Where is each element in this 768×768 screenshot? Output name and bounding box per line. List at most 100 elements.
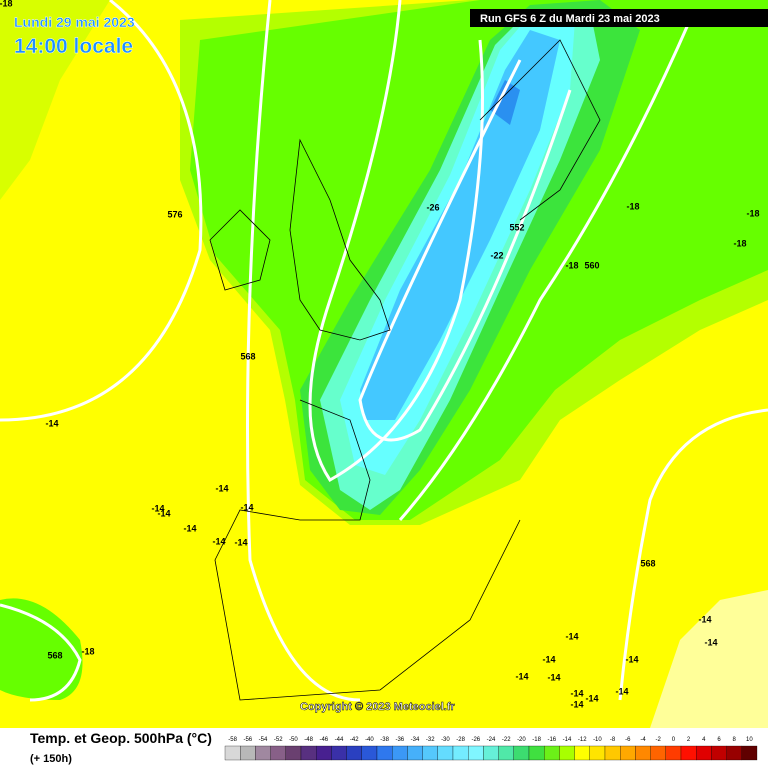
scale-label: -24 — [487, 737, 496, 743]
scale-swatch — [240, 745, 256, 761]
scale-label: -18 — [532, 737, 541, 743]
contour-label: -14 — [542, 654, 555, 664]
scale-swatch — [376, 745, 393, 761]
coastline — [289, 138, 391, 341]
scale-swatch — [696, 745, 712, 761]
contour-label: -14 — [704, 637, 717, 647]
scale-swatch — [604, 745, 621, 761]
contour-line — [0, 603, 82, 702]
contour-line — [0, 0, 203, 422]
contour-line — [246, 0, 361, 702]
field-band — [490, 80, 520, 125]
scale-swatch — [513, 745, 530, 761]
field-band — [650, 590, 768, 728]
scale-label: -2 — [656, 737, 662, 743]
scale-label: 6 — [717, 737, 721, 743]
contour-label: -18 — [733, 238, 746, 248]
scale-label: -54 — [259, 737, 268, 743]
contour-label: -14 — [234, 537, 247, 547]
scale-swatch — [437, 745, 454, 761]
contour-label: 568 — [640, 558, 655, 568]
contour-label: -14 — [515, 671, 528, 681]
scale-swatch — [711, 745, 727, 761]
contour-label: -14 — [615, 686, 628, 696]
coastline — [209, 209, 271, 291]
contours — [0, 0, 768, 702]
scale-label: -36 — [395, 737, 404, 743]
scale-swatch — [392, 745, 408, 761]
contour-label: -26 — [426, 202, 439, 212]
contour-label: -14 — [565, 631, 578, 641]
scale-label: -38 — [380, 737, 389, 743]
contour-line — [398, 19, 692, 521]
scale-swatch — [620, 745, 636, 761]
scale-label: -28 — [456, 737, 465, 743]
contour-label: -14 — [183, 523, 196, 533]
valid-date: Lundi 29 mai 2023 — [14, 14, 135, 30]
footer-lead: (+ 150h) — [30, 753, 72, 765]
coastline — [479, 39, 601, 221]
scale-label: -30 — [441, 737, 450, 743]
footer-title: Temp. et Geop. 500hPa (°C) — [30, 730, 212, 746]
contour-label: -14 — [215, 483, 228, 493]
field-band — [360, 30, 560, 420]
contour-label: 552 — [509, 222, 524, 232]
scale-label: -46 — [319, 737, 328, 743]
contour-label: -22 — [490, 250, 503, 260]
scale-label: 10 — [746, 737, 753, 743]
scale-label: -50 — [289, 737, 298, 743]
contour-line — [358, 59, 572, 442]
scale-label: -8 — [610, 737, 616, 743]
scale-swatch — [285, 745, 302, 761]
contour-label: 568 — [47, 650, 62, 660]
scale-label: 0 — [672, 737, 676, 743]
scale-label: -20 — [517, 737, 526, 743]
contour-label: -18 — [565, 260, 578, 270]
contour-label: -14 — [157, 508, 170, 518]
scale-swatch — [665, 745, 682, 761]
scale-label: -44 — [335, 737, 344, 743]
scale-label: -10 — [593, 737, 602, 743]
contour-label: 576 — [167, 209, 182, 219]
contour-label: -14 — [570, 699, 583, 709]
run-banner — [470, 9, 768, 27]
scale-label: 4 — [702, 737, 706, 743]
scale-swatch — [224, 745, 241, 761]
scale-label: -16 — [547, 737, 556, 743]
scale-swatch — [270, 745, 286, 761]
scale-swatch — [574, 745, 590, 761]
contour-line — [618, 408, 768, 701]
scale-swatch — [346, 745, 362, 761]
contour-label: -14 — [45, 418, 58, 428]
scale-swatch — [589, 745, 606, 761]
contour-label: -14 — [625, 654, 638, 664]
coastlines — [209, 39, 601, 701]
scale-swatch — [544, 745, 560, 761]
scale-swatch — [680, 745, 697, 761]
scale-label: -4 — [640, 737, 646, 743]
scale-label: -48 — [304, 737, 313, 743]
scale-label: -6 — [625, 737, 631, 743]
copyright: Copyright © 2023 Meteociel.fr — [300, 701, 456, 713]
contour-label: -14 — [547, 672, 560, 682]
contour-label: -18 — [746, 208, 759, 218]
contour-label: -18 — [626, 201, 639, 211]
scale-swatch — [316, 745, 332, 761]
contour-label: -14 — [698, 614, 711, 624]
scale-label: -58 — [228, 737, 237, 743]
scale-label: -40 — [365, 737, 374, 743]
scale-swatch — [741, 745, 758, 761]
scale-swatch — [726, 745, 742, 761]
run-info: Run GFS 6 Z du Mardi 23 mai 2023 — [480, 13, 660, 25]
field-band — [0, 598, 83, 700]
scale-swatch — [635, 745, 651, 761]
scale-label: -14 — [563, 737, 572, 743]
scale-swatch — [422, 745, 438, 761]
contour-label: -14 — [212, 536, 225, 546]
contour-label: -18 — [81, 646, 94, 656]
contour-label: 560 — [584, 260, 599, 270]
scale-label: -32 — [426, 737, 435, 743]
scale-label: 8 — [733, 737, 737, 743]
